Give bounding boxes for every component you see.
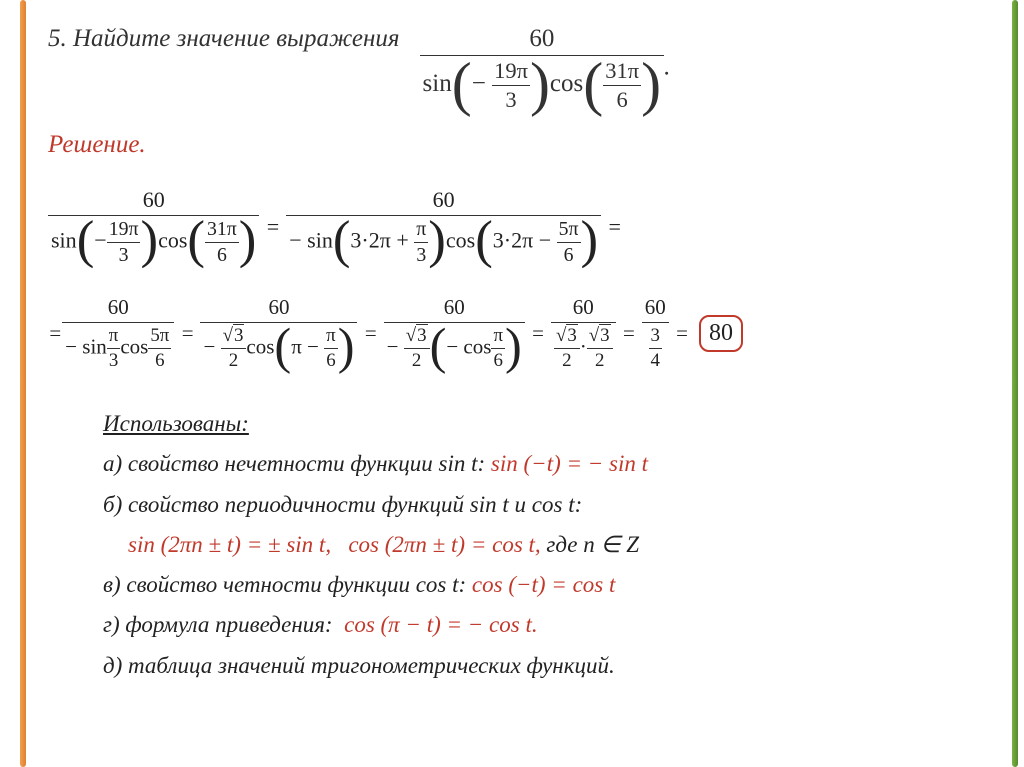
- used-v: в) свойство четности функции cos t: cos …: [103, 565, 994, 605]
- solution-label: Решение.: [48, 131, 994, 159]
- problem-number: 5.: [48, 25, 67, 52]
- prompt-text: Найдите значение выражения: [73, 25, 400, 52]
- page-content: 5. Найдите значение выражения 60 sin− 19…: [48, 25, 994, 686]
- step5: 60 − 32− cosπ6: [384, 295, 525, 372]
- used-title: Использованы:: [103, 404, 994, 444]
- right-accent-bar: [1012, 0, 1018, 767]
- step2: 60 − sin3·2π + π3cos3·2π − 5π6: [286, 187, 601, 267]
- step4: 60 − 32cosπ − π6: [200, 295, 357, 372]
- problem-prompt: 5. Найдите значение выражения 60 sin− 19…: [48, 25, 994, 113]
- math-line-2: = 60 − sinπ3cos5π6 = 60 − 32cosπ − π6 = …: [48, 295, 994, 372]
- used-d: д) таблица значений тригонометрических ф…: [103, 646, 994, 686]
- answer-box: 80: [699, 315, 743, 352]
- prompt-fraction: 60 sin− 19π3cos31π6: [420, 25, 665, 113]
- left-accent-bar: [20, 0, 26, 767]
- used-b-formulas: sin (2πn ± t) = ± sin t, cos (2πn ± t) =…: [103, 525, 994, 565]
- prompt-period: .: [664, 54, 670, 81]
- step7: 60 34: [642, 295, 669, 372]
- used-g: г) формула приведения: cos (π − t) = − c…: [103, 605, 994, 645]
- used-b: б) свойство периодичности функций sin t …: [103, 485, 994, 525]
- step3: 60 − sinπ3cos5π6: [62, 295, 174, 372]
- step6: 60 32·32: [551, 295, 616, 372]
- step1: 60 sin−19π3cos31π6: [48, 187, 259, 267]
- math-line-1: 60 sin−19π3cos31π6 = 60 − sin3·2π + π3co…: [48, 187, 994, 267]
- used-a: а) свойство нечетности функции sin t: si…: [103, 444, 994, 484]
- used-properties: Использованы: а) свойство нечетности фун…: [103, 404, 994, 686]
